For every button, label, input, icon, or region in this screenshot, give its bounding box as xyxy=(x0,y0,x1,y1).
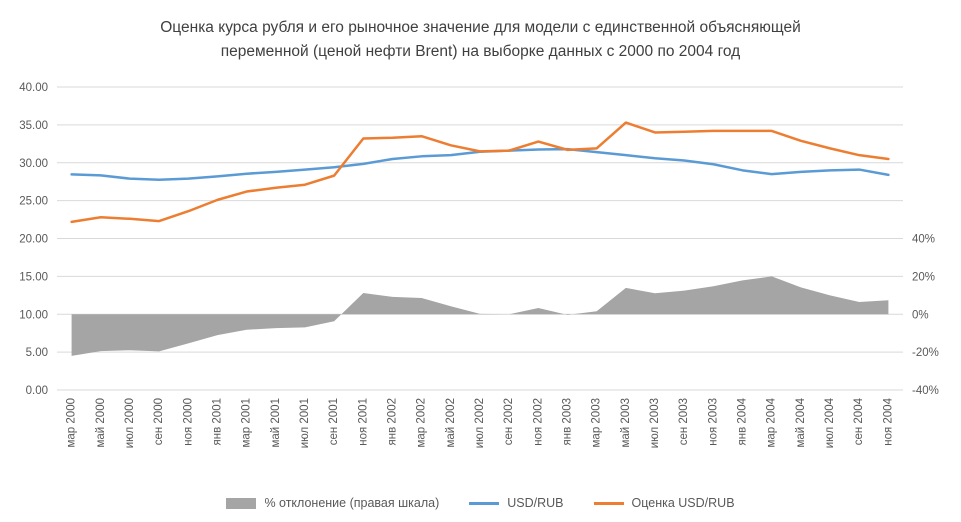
x-axis-label: сен 2000 xyxy=(153,398,165,445)
right-axis-label: 40% xyxy=(912,234,935,246)
x-axis-label: ноя 2004 xyxy=(882,397,894,445)
x-axis-label: сен 2002 xyxy=(503,398,515,445)
x-axis-label: мар 2000 xyxy=(66,398,78,447)
legend-item-usd-rub: USD/RUB xyxy=(469,496,564,510)
chart-title-line2: переменной (ценой нефти Brent) на выборк… xyxy=(220,43,741,61)
x-axis-label: янв 2002 xyxy=(386,398,398,445)
x-axis-label: май 2001 xyxy=(270,398,282,448)
x-axis-label: сен 2004 xyxy=(853,397,865,445)
x-axis-label: июл 2002 xyxy=(474,398,486,448)
legend-item-deviation: % отклонение (правая шкала) xyxy=(226,496,439,510)
legend-label-deviation: % отклонение (правая шкала) xyxy=(264,496,440,510)
x-axis-label: июл 2004 xyxy=(824,397,836,448)
x-axis-label: ноя 2002 xyxy=(532,398,544,446)
usd-rub-line xyxy=(70,147,890,182)
legend: % отклонение (правая шкала) USD/RUB Оцен… xyxy=(0,496,961,510)
legend-item-estimate: Оценка USD/RUB xyxy=(593,496,735,510)
right-axis-label: 0% xyxy=(912,309,929,321)
right-axis-label: 20% xyxy=(912,271,935,283)
left-axis-label: 5.00 xyxy=(26,347,48,359)
x-axis-label: сен 2001 xyxy=(328,398,340,445)
x-axis-label: янв 2003 xyxy=(562,398,574,445)
left-axis-label: 15.00 xyxy=(19,271,48,283)
x-axis-label: ноя 2003 xyxy=(707,398,719,446)
estimate-line xyxy=(70,121,890,224)
x-axis-label: июл 2003 xyxy=(649,398,661,448)
x-axis-label: мар 2003 xyxy=(591,398,603,447)
x-axis-label: ноя 2001 xyxy=(357,398,369,446)
x-axis-label: май 2003 xyxy=(620,398,632,448)
legend-label-usd-rub: USD/RUB xyxy=(507,496,564,510)
x-axis-label: май 2000 xyxy=(95,398,107,448)
left-axis-label: 10.00 xyxy=(19,309,48,321)
usd-rub-swatch xyxy=(469,501,500,505)
x-axis-label: янв 2004 xyxy=(737,397,749,445)
legend-label-estimate: Оценка USD/RUB xyxy=(631,496,735,510)
x-axis-label: сен 2003 xyxy=(678,398,690,445)
x-axis-label: июл 2001 xyxy=(299,398,311,448)
x-axis-label: мар 2004 xyxy=(766,397,778,447)
right-axis-label: -20% xyxy=(912,347,939,359)
left-axis-label: 25.00 xyxy=(19,196,48,208)
x-axis-label: июл 2000 xyxy=(124,398,136,448)
deviation-area xyxy=(71,276,889,356)
x-axis-label: май 2002 xyxy=(445,398,457,448)
x-axis-label: май 2004 xyxy=(795,397,807,447)
x-axis-label: ноя 2000 xyxy=(182,398,194,446)
left-axis-label: 0.00 xyxy=(26,385,48,397)
right-axis-label: -40% xyxy=(912,385,939,397)
left-axis-label: 35.00 xyxy=(19,120,48,132)
chart-title: Оценка курса рубля и его рыночное значен… xyxy=(0,16,961,64)
x-axis-label: мар 2002 xyxy=(416,398,428,447)
deviation-swatch xyxy=(226,497,257,509)
estimate-swatch xyxy=(593,501,624,505)
x-axis-label: мар 2001 xyxy=(241,398,253,447)
left-axis-label: 30.00 xyxy=(19,158,48,170)
x-axis-label: янв 2001 xyxy=(211,398,223,445)
chart-title-line1: Оценка курса рубля и его рыночное значен… xyxy=(160,19,801,36)
left-axis-label: 20.00 xyxy=(19,234,48,246)
left-axis-label: 40.00 xyxy=(19,82,48,94)
